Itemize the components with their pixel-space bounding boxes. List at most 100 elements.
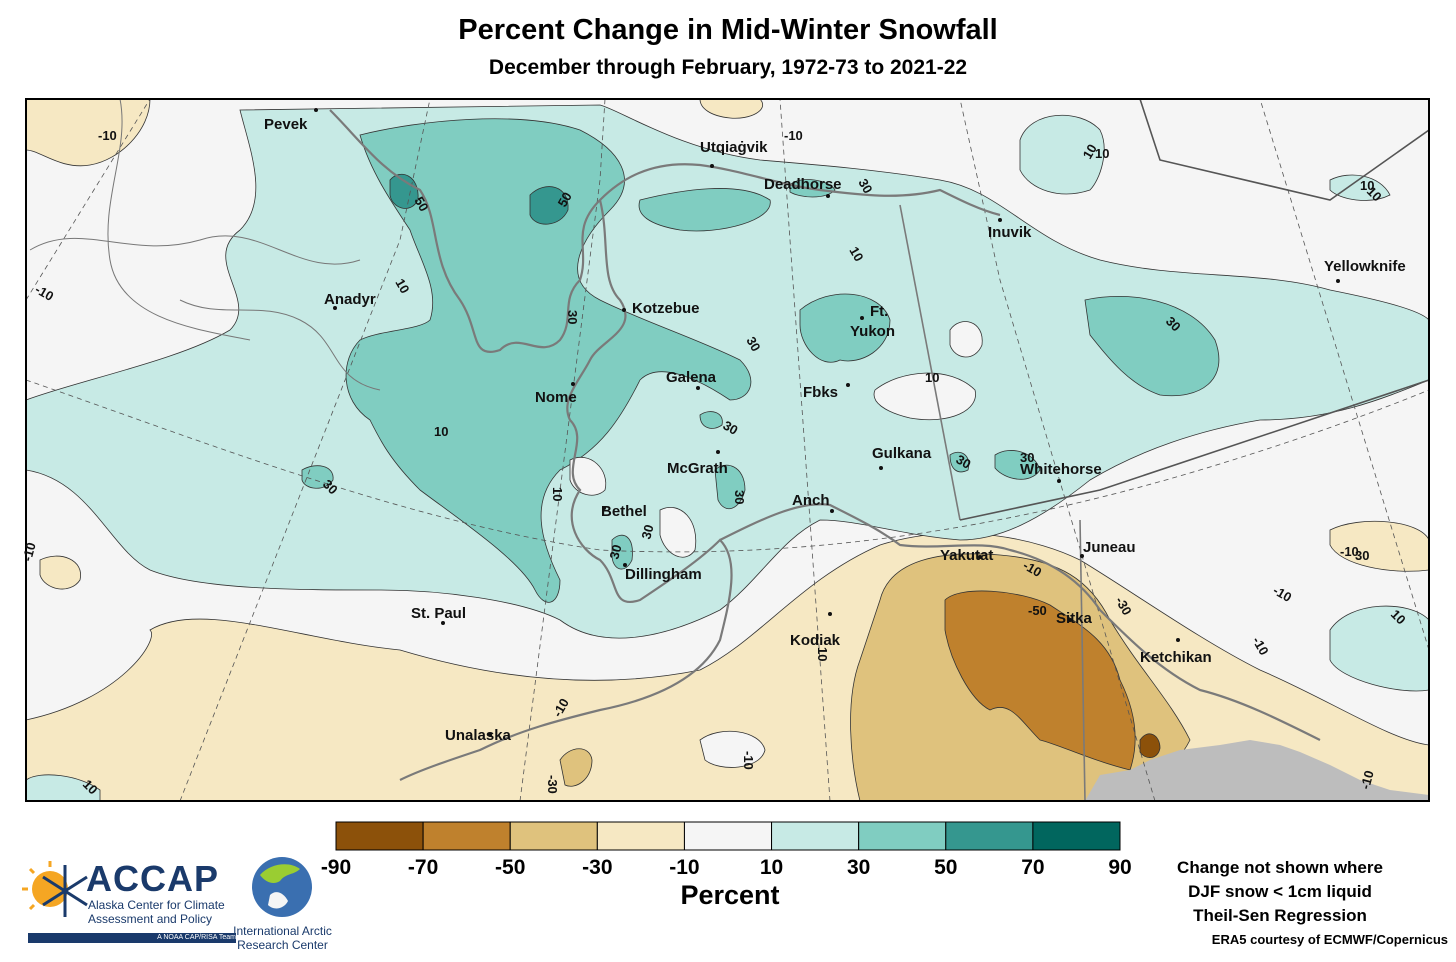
contour-label: -10 bbox=[784, 128, 803, 143]
brown-region bbox=[944, 590, 1136, 771]
city-marker-whitehorse bbox=[1057, 479, 1061, 483]
city-marker-inuvik bbox=[998, 218, 1002, 222]
legend-tick-label: 50 bbox=[934, 856, 957, 879]
teal-medium-gulkana bbox=[949, 451, 970, 473]
contour-label: 50 bbox=[411, 194, 431, 214]
contour-label: 10 bbox=[392, 276, 412, 296]
teal-medium-center bbox=[638, 188, 771, 232]
tan-region-east-blob bbox=[1329, 520, 1429, 572]
legend-swatch bbox=[422, 821, 511, 851]
legend-tick-label: 30 bbox=[847, 856, 870, 879]
city-label-yellowknife: Yellowknife bbox=[1324, 258, 1406, 275]
contour-label: -30 bbox=[545, 775, 560, 794]
legend-tick-label: -30 bbox=[582, 856, 612, 879]
city-marker-stpaul bbox=[441, 621, 445, 625]
note-line-2: DJF snow < 1cm liquid bbox=[1188, 882, 1372, 901]
no-data-region bbox=[1085, 740, 1429, 801]
contour-label: 30 bbox=[565, 310, 580, 324]
tan-medium-blob bbox=[559, 748, 593, 787]
teal-medium-east bbox=[1084, 295, 1220, 397]
legend-swatch bbox=[335, 821, 424, 851]
legend-swatch bbox=[596, 821, 685, 851]
tan-region-nw bbox=[26, 99, 151, 167]
city-label-dillingham: Dillingham bbox=[625, 566, 702, 583]
neutral-island-3 bbox=[569, 457, 607, 496]
data-credit: ERA5 courtesy of ECMWF/Copernicus bbox=[1211, 932, 1448, 947]
legend-swatch bbox=[1032, 821, 1121, 851]
teal-medium-whitehorse bbox=[994, 450, 1041, 480]
note-line-1: Change not shown where bbox=[1177, 858, 1383, 877]
contour-label: 10 bbox=[434, 424, 448, 439]
contour-label: 10 bbox=[1360, 178, 1374, 193]
city-label-kotzebue: Kotzebue bbox=[632, 300, 700, 317]
iarc-line-2: Research Center bbox=[237, 938, 328, 952]
contour-label: 10 bbox=[815, 647, 830, 661]
city-marker-kodiak bbox=[828, 612, 832, 616]
contour-label: 30 bbox=[721, 418, 741, 438]
city-marker-dillingham bbox=[623, 563, 627, 567]
city-label-juneau: Juneau bbox=[1083, 539, 1136, 556]
legend-tick-label: 10 bbox=[760, 856, 783, 879]
city-label-unalaska: Unalaska bbox=[445, 727, 512, 744]
political-borders bbox=[959, 99, 1429, 521]
city-label-mcgrath: McGrath bbox=[667, 460, 728, 477]
city-marker-anch bbox=[830, 509, 834, 513]
city-label-ketchikan: Ketchikan bbox=[1140, 649, 1212, 666]
legend-tick-label: 90 bbox=[1108, 856, 1131, 879]
city-marker-nome bbox=[571, 382, 575, 386]
contour-label: -10 bbox=[19, 541, 38, 563]
contour-label: 30 bbox=[638, 523, 656, 541]
teal-medium-west bbox=[345, 118, 752, 603]
legend-colorbar: -90 -70 -50 -30 -10 10 30 50 70 90 bbox=[321, 821, 1132, 879]
map-title: Percent Change in Mid-Winter Snowfall bbox=[458, 14, 998, 46]
city-marker-juneau bbox=[1080, 554, 1084, 558]
city-marker-ft bbox=[860, 316, 864, 320]
city-label-anch: Anch bbox=[792, 492, 830, 509]
city-label-pevek: Pevek bbox=[264, 116, 308, 133]
contour-label: -10 bbox=[1357, 769, 1376, 791]
map-subtitle: December through February, 1972-73 to 20… bbox=[488, 56, 968, 79]
legend-tick-label: 70 bbox=[1021, 856, 1044, 879]
city-label-kodiak: Kodiak bbox=[790, 632, 841, 649]
legend-tick-label: -10 bbox=[669, 856, 699, 879]
note-line-3: Theil-Sen Regression bbox=[1193, 906, 1367, 925]
teal-dark-spot-1 bbox=[389, 174, 419, 209]
city-marker-unalaska bbox=[488, 733, 492, 737]
contour-label: 30 bbox=[743, 334, 763, 354]
contour-label: -50 bbox=[1028, 603, 1047, 618]
contour-label: 30 bbox=[732, 490, 747, 504]
contour-label: 30 bbox=[855, 176, 875, 196]
contour-label: -10 bbox=[98, 128, 117, 143]
teal-medium-galena bbox=[699, 411, 723, 429]
legend-tick-label: -50 bbox=[495, 856, 525, 879]
teal-medium-ftyukon bbox=[799, 293, 891, 363]
city-label-bethel: Bethel bbox=[601, 503, 647, 520]
city-label-yakutat: Yakutat bbox=[940, 547, 993, 564]
city-marker-gulkana bbox=[879, 466, 883, 470]
city-label-whitehorse: Whitehorse bbox=[1020, 461, 1102, 478]
city-marker-galena bbox=[696, 386, 700, 390]
contour-label: 30 bbox=[1355, 548, 1369, 563]
iarc-globe-icon bbox=[252, 857, 312, 917]
city-marker-bethel bbox=[602, 506, 606, 510]
tan-region-sw-blob bbox=[39, 555, 82, 590]
accap-line-1: Alaska Center for Climate bbox=[88, 898, 225, 912]
contour-label: -10 bbox=[741, 751, 756, 770]
teal-dark-spot-2 bbox=[529, 186, 569, 225]
city-marker-utqiagvik bbox=[710, 164, 714, 168]
contour-label: 50 bbox=[555, 189, 575, 209]
contour-label: 10 bbox=[1095, 146, 1109, 161]
legend-swatch bbox=[771, 821, 860, 851]
city-label-deadhorse: Deadhorse bbox=[764, 176, 842, 193]
city-label-yukon: Yukon bbox=[850, 323, 895, 340]
accap-line-2: Assessment and Policy bbox=[88, 912, 213, 926]
city-marker-sitka bbox=[1068, 618, 1072, 622]
teal-light-ne2 bbox=[1329, 174, 1391, 201]
city-marker-mcgrath bbox=[716, 450, 720, 454]
accap-name: ACCAP bbox=[86, 858, 220, 899]
teal-light-se bbox=[1329, 605, 1429, 692]
legend-swatch bbox=[858, 821, 947, 851]
city-label-fbks: Fbks bbox=[803, 384, 838, 401]
accap-team-band: A NOAA CAP/RISA Team bbox=[28, 933, 236, 943]
